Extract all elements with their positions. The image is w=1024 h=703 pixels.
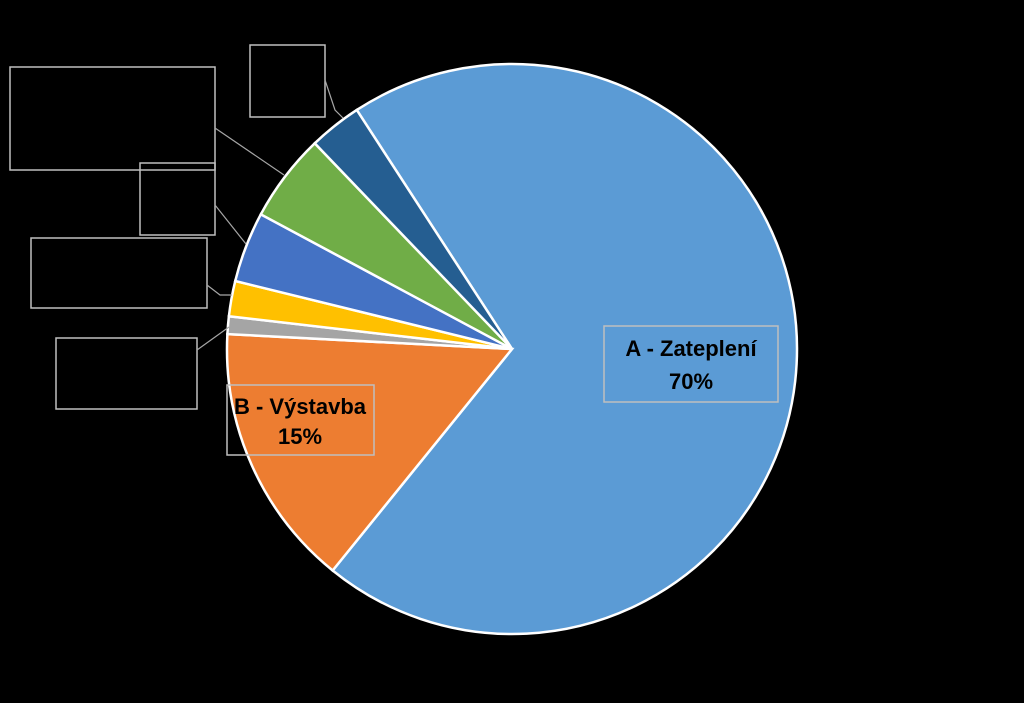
category-label: A - Zateplení — [625, 336, 757, 361]
data-labels: A - Zateplení 70% B - Výstavba 15% — [226, 325, 779, 456]
label-box — [226, 384, 375, 456]
leader-line — [214, 204, 247, 245]
label-box — [30, 237, 208, 309]
label-box — [249, 44, 326, 118]
leader-line — [196, 326, 230, 351]
pie — [225, 62, 799, 636]
pie-slice — [330, 62, 799, 636]
pie-slice — [312, 108, 514, 350]
pie-slice — [225, 332, 515, 573]
label-box — [603, 325, 779, 403]
leader-line — [324, 79, 344, 119]
category-label: B - Výstavba — [234, 394, 367, 419]
value-label: 70% — [669, 369, 713, 394]
value-label: 15% — [278, 424, 322, 449]
empty-label-boxes — [9, 44, 344, 410]
label-box — [9, 66, 216, 171]
leader-line — [214, 127, 285, 176]
leader-line — [206, 284, 232, 296]
label-box — [139, 162, 216, 236]
label-box — [55, 337, 198, 410]
